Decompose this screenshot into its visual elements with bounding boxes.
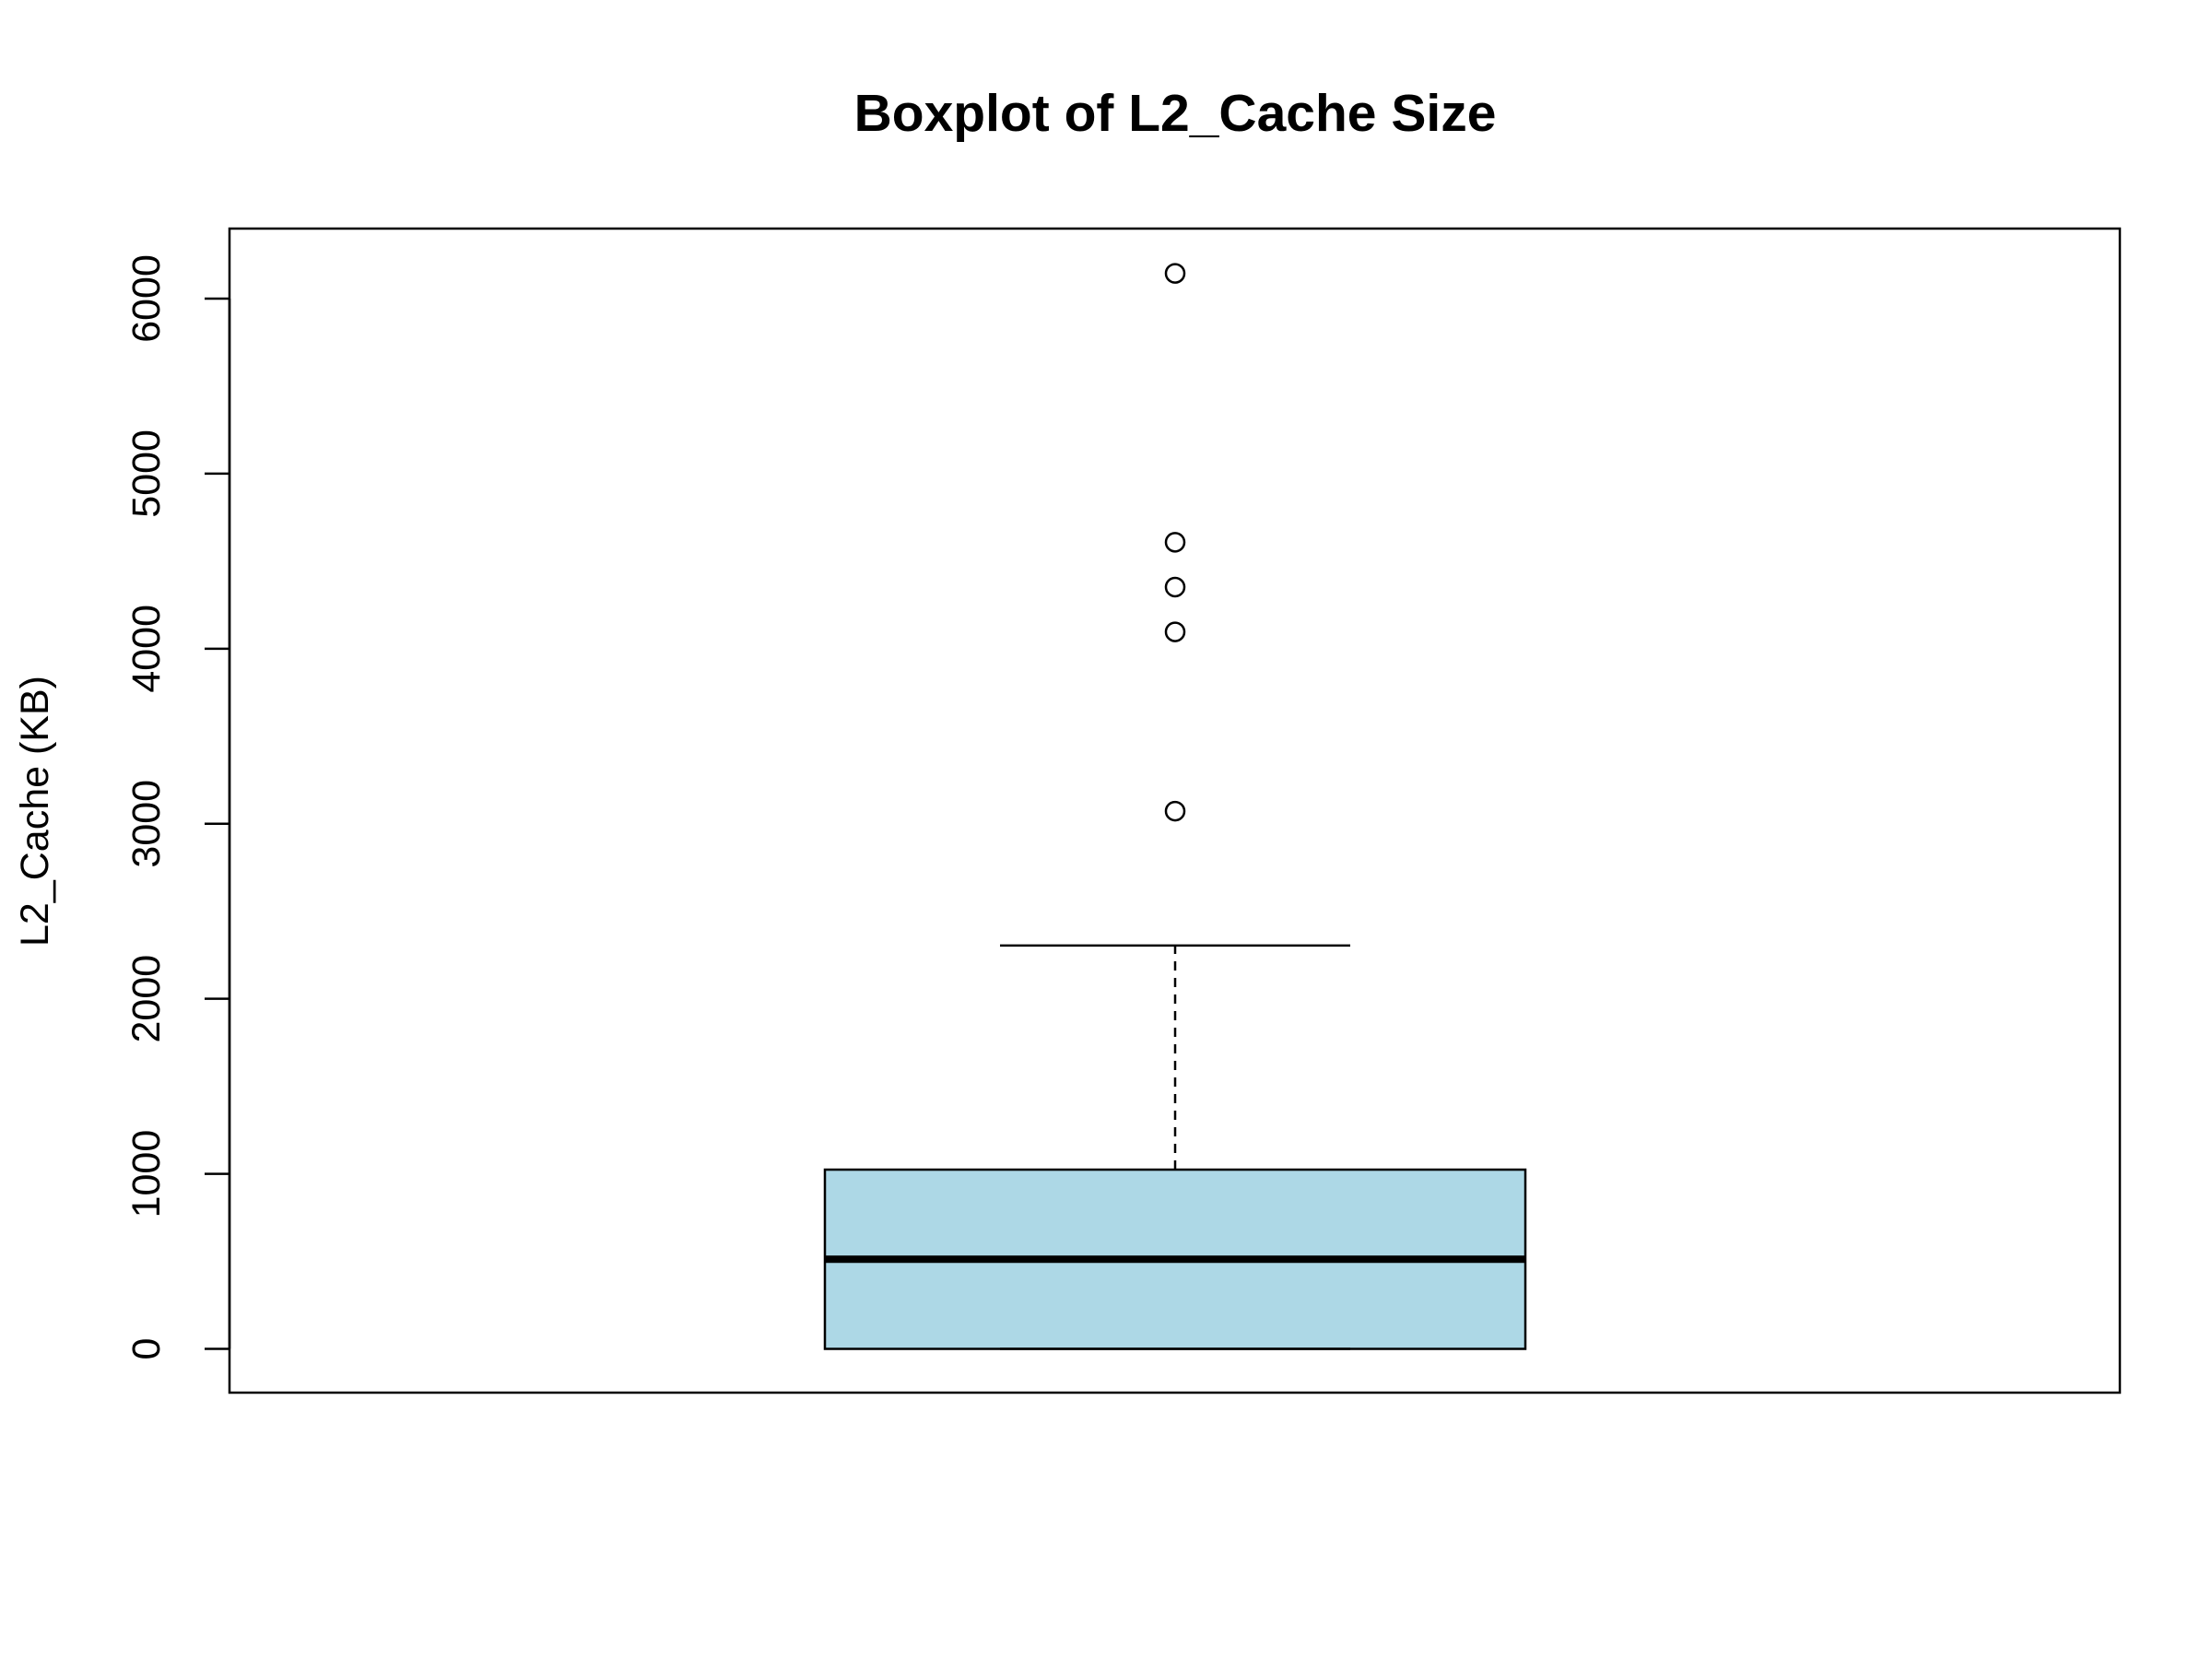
- y-axis: 0 1000 2000 3000 4000 5000 6000: [124, 254, 231, 1360]
- plot-frame: [228, 227, 2122, 1394]
- y-tick-label: 5000: [124, 429, 169, 518]
- y-tick-label: 1000: [124, 1130, 169, 1218]
- outlier-point: [1164, 800, 1186, 822]
- outlier-point: [1164, 621, 1186, 642]
- outlier-point: [1164, 532, 1186, 553]
- y-tick-label: 6000: [124, 254, 169, 343]
- outlier-point: [1164, 576, 1186, 598]
- plot-marks: [823, 263, 1527, 1350]
- y-tick-label: 3000: [124, 780, 169, 868]
- y-axis-label: L2_Cache (KB): [13, 676, 57, 947]
- chart-title: Boxplot of L2_Cache Size: [854, 84, 1497, 143]
- y-tick-label: 0: [124, 1338, 169, 1360]
- y-tick-label: 4000: [124, 605, 169, 693]
- outlier-point: [1164, 263, 1186, 284]
- y-tick-label: 2000: [124, 955, 169, 1043]
